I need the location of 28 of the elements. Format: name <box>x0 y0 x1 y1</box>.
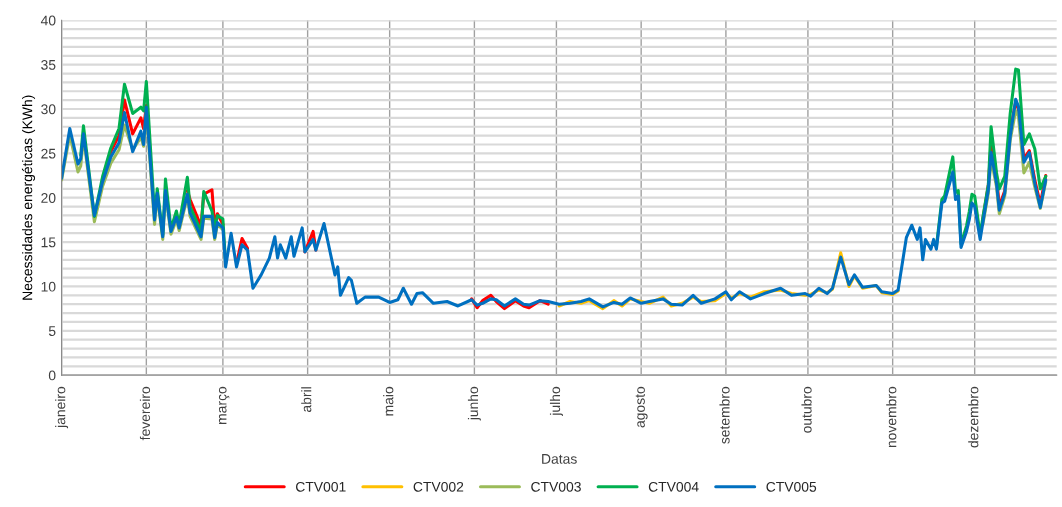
legend-label: CTV001 <box>296 481 346 492</box>
x-tick-label: dezembro <box>968 386 979 448</box>
x-tick-label: setembro <box>719 386 730 444</box>
x-tick-label: junho <box>467 386 481 421</box>
legend-label: CTV005 <box>766 481 817 492</box>
x-tick-label: março <box>218 386 230 424</box>
x-tick-label: maio <box>383 386 394 416</box>
x-axis-title: Datas <box>542 454 577 464</box>
x-tick-label: outubro <box>801 386 812 433</box>
y-tick-label: 25 <box>41 148 56 159</box>
x-tick-label: julho <box>549 386 563 416</box>
y-tick-label: 5 <box>48 326 56 336</box>
legend-label: CTV003 <box>531 481 581 492</box>
x-tick-label: novembro <box>886 386 897 448</box>
x-tick-label: fevereiro <box>139 386 151 441</box>
y-tick-label: 40 <box>40 15 56 26</box>
y-axis-title: Necessidades energéticas (KWh) <box>21 95 36 300</box>
y-tick-label: 30 <box>41 104 56 115</box>
y-tick-label: 15 <box>41 237 56 248</box>
y-tick-label: 35 <box>41 59 56 70</box>
legend-label: CTV004 <box>648 481 699 492</box>
y-tick-label: 10 <box>41 281 56 292</box>
x-tick-label: agosto <box>635 386 648 428</box>
y-tick-label: 0 <box>48 370 56 381</box>
y-tick-label: 20 <box>41 193 56 203</box>
x-tick-label: janeiro <box>55 386 69 429</box>
x-tick-label: abril <box>301 387 312 412</box>
legend-label: CTV002 <box>413 481 464 492</box>
